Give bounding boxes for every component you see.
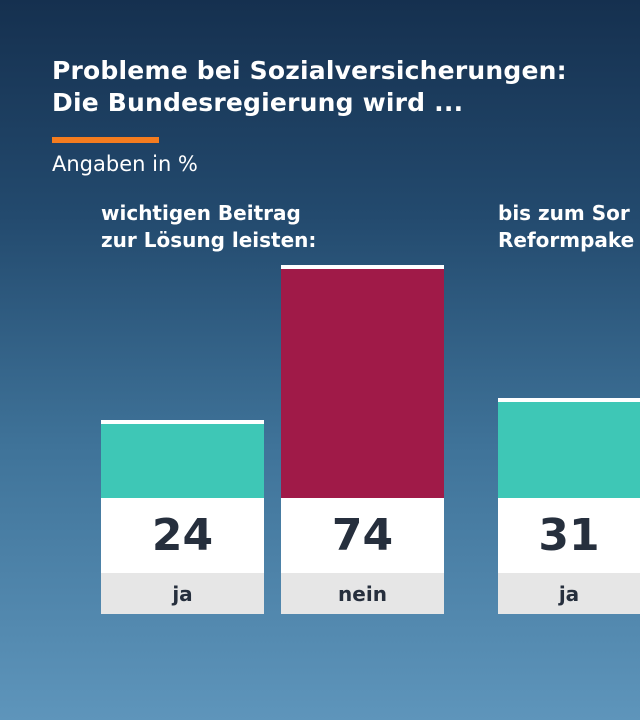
bar-fill-ja (498, 402, 640, 498)
bar-value-label: 74 (281, 498, 444, 573)
bar-nein-0: 74 nein (281, 265, 444, 614)
group-label-line-1: wichtigen Beitrag (101, 201, 301, 225)
chart-title: Probleme bei Sozialversicherungen: Die B… (52, 55, 567, 119)
group-label-line-2: zur Lösung leisten: (101, 228, 317, 252)
bar-cap (281, 265, 444, 269)
bar-value-label: 24 (101, 498, 264, 573)
chart-title-line-1: Probleme bei Sozialversicherungen: (52, 56, 567, 85)
bar-cap (498, 398, 640, 402)
bar-fill-ja (101, 424, 264, 498)
chart-subtitle: Angaben in % (52, 152, 198, 176)
bar-category-label: ja (101, 573, 264, 614)
bar-cap (101, 420, 264, 424)
bar-ja-0: 24 ja (101, 420, 264, 614)
chart-title-line-2: Die Bundesregierung wird ... (52, 88, 464, 117)
bar-value-label: 31 (498, 498, 640, 573)
group-label-loesung: wichtigen Beitrag zur Lösung leisten: (101, 200, 316, 254)
group-label-line-2: Reformpake (498, 228, 635, 252)
bar-category-label: ja (498, 573, 640, 614)
bar-ja-1: 31 ja (498, 398, 640, 614)
bar-category-label: nein (281, 573, 444, 614)
group-label-line-1: bis zum Sor (498, 201, 630, 225)
bar-fill-nein (281, 269, 444, 498)
accent-line (52, 137, 159, 143)
group-label-reformpaket: bis zum Sor Reformpake (498, 200, 634, 254)
